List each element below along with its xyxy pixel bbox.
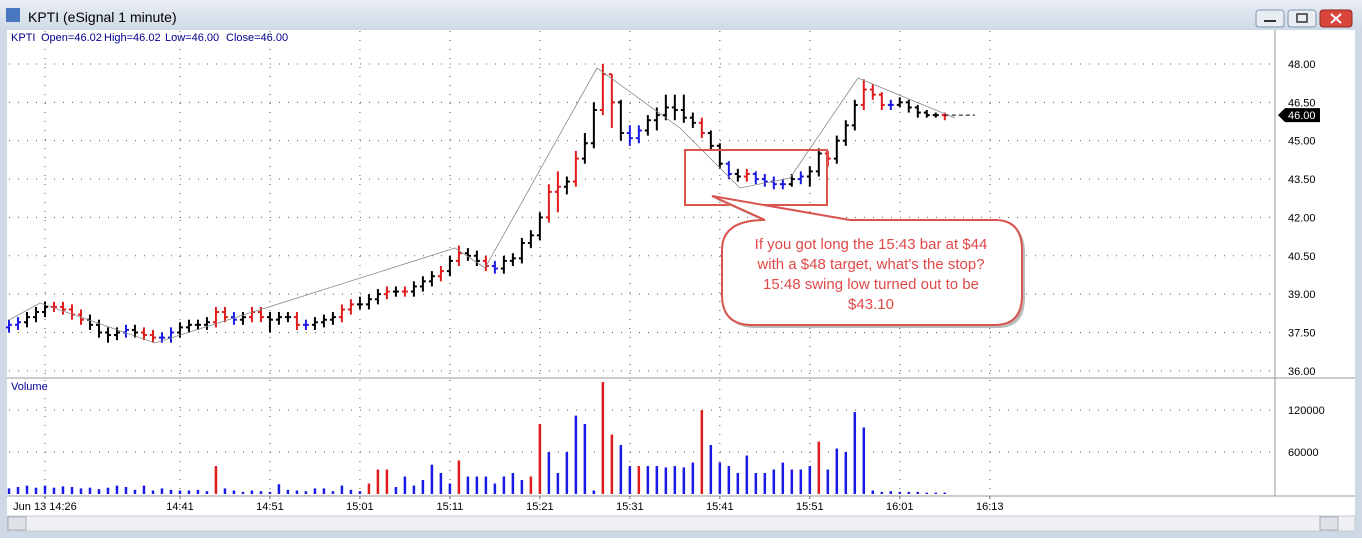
swing-line (8, 67, 956, 344)
callout (711, 195, 1023, 326)
volume-tick-label: 60000 (1288, 447, 1319, 459)
x-tick-label: 15:41 (706, 501, 734, 513)
scrollbar[interactable] (6, 515, 1356, 532)
header-close: Close=46.00 (226, 32, 288, 44)
callout-line: If you got long the 15:43 bar at $44 (755, 236, 988, 253)
last-price-label: 46.00 (1288, 110, 1316, 122)
restore-icon (1296, 13, 1308, 23)
restore-button[interactable] (1287, 9, 1317, 28)
x-tick-label: Jun 13 14:26 (13, 501, 77, 513)
x-tick-label: 16:01 (886, 501, 914, 513)
x-tick-label: 15:11 (437, 501, 464, 513)
x-tick-label: 15:21 (526, 501, 554, 513)
callout-line: $43.10 (848, 296, 894, 313)
window-buttons[interactable] (1255, 9, 1353, 28)
callout-line: 15:48 swing low turned out to be (763, 276, 979, 293)
x-tick-label: 15:31 (616, 501, 644, 513)
y-tick-label: 46.50 (1288, 97, 1316, 109)
y-tick-label: 43.50 (1288, 174, 1316, 186)
x-tick-label: 16:13 (976, 501, 1004, 513)
header-open: Open=46.02 (41, 32, 102, 44)
y-tick-label: 42.00 (1288, 212, 1316, 224)
x-tick-label: 15:01 (346, 501, 374, 513)
x-tick-label: 15:51 (796, 501, 824, 513)
chart-area (7, 30, 1355, 516)
y-tick-label: 45.00 (1288, 136, 1316, 148)
y-tick-label: 39.00 (1288, 289, 1316, 301)
chart-header: KPTI Open=46.02 High=46.02 Low=46.00 Clo… (11, 32, 288, 44)
callout-line: with a $48 target, what's the stop? (756, 256, 984, 273)
y-tick-label: 48.00 (1288, 59, 1316, 71)
symbol: KPTI (11, 32, 35, 44)
y-tick-label: 40.50 (1288, 251, 1316, 263)
window-title: KPTI (eSignal 1 minute) (28, 9, 177, 25)
scroll-left[interactable] (7, 516, 27, 531)
close-icon (1330, 13, 1342, 24)
callout-text: If you got long the 15:43 bar at $44 with… (755, 236, 988, 313)
app-icon (6, 8, 20, 22)
x-tick-label: 14:41 (166, 501, 194, 513)
scroll-track[interactable] (6, 515, 1356, 532)
header-low: Low=46.00 (165, 32, 219, 44)
volume-title: Volume (11, 381, 48, 393)
last-price-tag (1278, 108, 1320, 123)
header-high: High=46.02 (104, 32, 161, 44)
y-tick-label: 37.50 (1288, 327, 1316, 339)
title-bar (0, 0, 1362, 30)
scroll-right[interactable] (1319, 516, 1339, 531)
minimize-button[interactable] (1255, 9, 1285, 28)
x-tick-label: 14:51 (256, 501, 284, 513)
plot: 36.00 37.50 39.00 40.50 42.00 43.50 45.00 46.50… (6, 31, 1325, 513)
y-tick-label: 36.00 (1288, 366, 1316, 378)
volume-tick-label: 120000 (1288, 405, 1325, 417)
